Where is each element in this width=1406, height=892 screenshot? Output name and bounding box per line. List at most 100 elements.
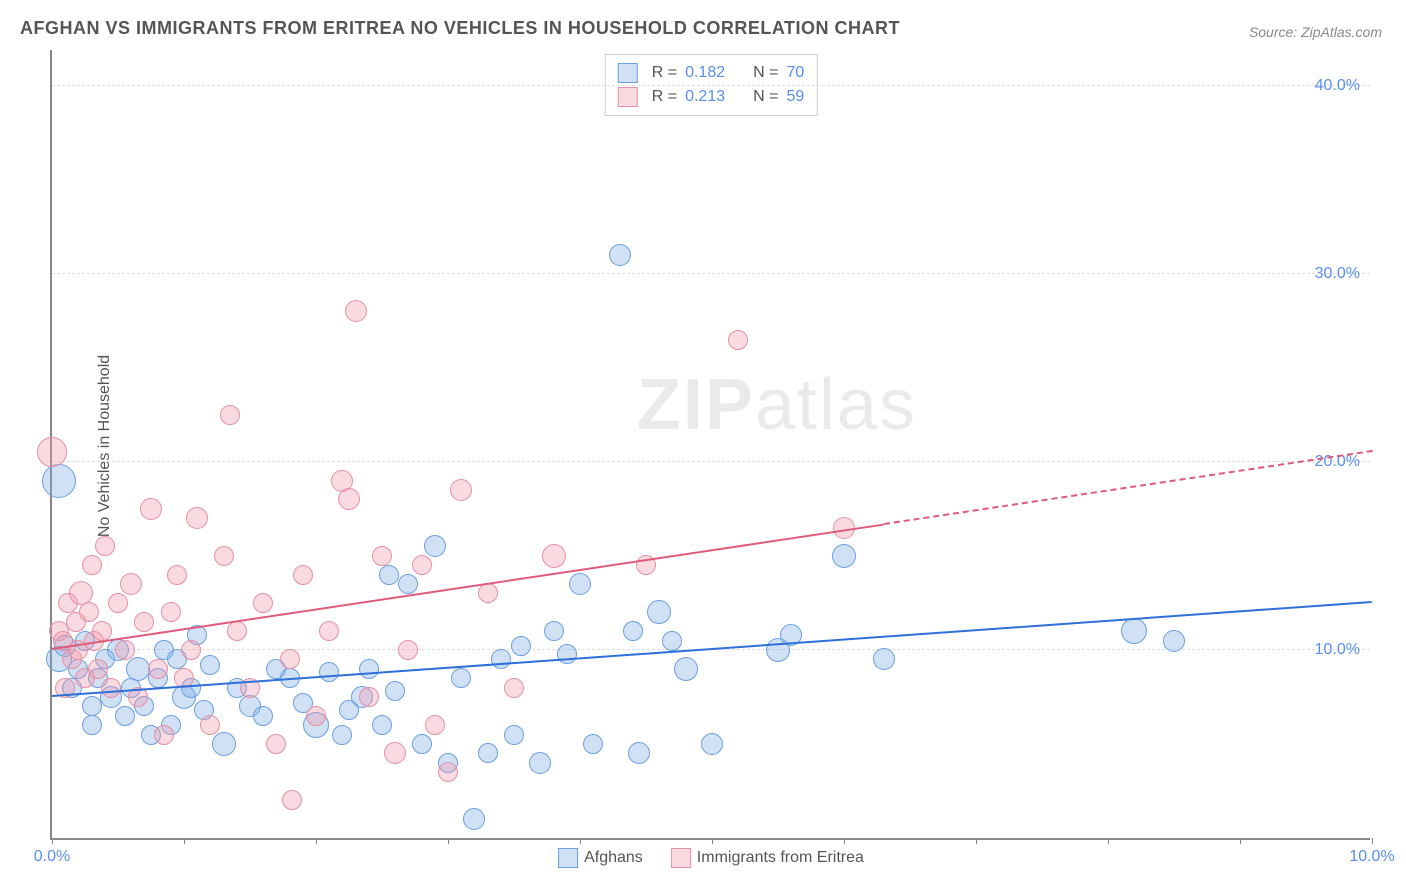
data-point <box>372 715 392 735</box>
data-point <box>873 648 895 670</box>
x-tick-label: 0.0% <box>34 848 70 866</box>
x-tick <box>448 838 449 844</box>
data-point <box>1121 618 1147 644</box>
data-point <box>398 640 418 660</box>
data-point <box>115 640 135 660</box>
data-point <box>82 715 102 735</box>
data-point <box>385 681 405 701</box>
data-point <box>319 621 339 641</box>
data-point <box>154 725 174 745</box>
data-point <box>544 621 564 641</box>
data-point <box>200 715 220 735</box>
x-tick <box>52 838 53 844</box>
data-point <box>504 678 524 698</box>
chart-title: AFGHAN VS IMMIGRANTS FROM ERITREA NO VEH… <box>20 18 900 39</box>
data-point <box>412 734 432 754</box>
data-point <box>542 544 566 568</box>
data-point <box>450 479 472 501</box>
data-point <box>319 662 339 682</box>
x-tick-label: 10.0% <box>1349 848 1394 866</box>
data-point <box>623 621 643 641</box>
data-point <box>662 631 682 651</box>
data-point <box>266 734 286 754</box>
legend-r-value: 0.213 <box>685 88 725 106</box>
data-point <box>92 621 112 641</box>
legend-row: R =0.182N =70 <box>618 61 805 85</box>
data-point <box>628 742 650 764</box>
data-point <box>504 725 524 745</box>
data-point <box>101 678 121 698</box>
x-tick <box>1372 838 1373 844</box>
legend-n-value: 59 <box>786 88 804 106</box>
legend-n-value: 70 <box>786 64 804 82</box>
data-point <box>293 565 313 585</box>
data-point <box>438 762 458 782</box>
legend-n-label: N = <box>753 88 778 106</box>
data-point <box>338 488 360 510</box>
y-tick-label: 40.0% <box>1315 77 1360 95</box>
data-point <box>140 498 162 520</box>
legend-swatch <box>558 848 578 868</box>
data-point <box>478 743 498 763</box>
data-point <box>95 536 115 556</box>
data-point <box>478 583 498 603</box>
x-tick <box>184 838 185 844</box>
data-point <box>79 602 99 622</box>
data-point <box>491 649 511 669</box>
x-tick <box>580 838 581 844</box>
x-tick <box>1240 838 1241 844</box>
data-point <box>511 636 531 656</box>
data-point <box>115 706 135 726</box>
data-point <box>359 659 379 679</box>
data-point <box>167 565 187 585</box>
gridline <box>52 273 1370 274</box>
data-point <box>181 640 201 660</box>
legend-r-value: 0.182 <box>685 64 725 82</box>
trend-line <box>52 523 884 649</box>
data-point <box>306 706 326 726</box>
data-point <box>134 612 154 632</box>
scatter-plot-area: ZIPatlas R =0.182N =70R =0.213N =59 Afgh… <box>50 50 1370 840</box>
legend-item: Afghans <box>558 848 643 868</box>
data-point <box>214 546 234 566</box>
data-point <box>120 573 142 595</box>
data-point <box>212 732 236 756</box>
data-point <box>1163 630 1185 652</box>
data-point <box>412 555 432 575</box>
data-point <box>359 687 379 707</box>
data-point <box>42 464 76 498</box>
data-point <box>186 507 208 529</box>
data-point <box>345 300 367 322</box>
legend-swatch <box>618 87 638 107</box>
data-point <box>253 593 273 613</box>
data-point <box>609 244 631 266</box>
legend-r-label: R = <box>652 64 677 82</box>
gridline <box>52 461 1370 462</box>
data-point <box>282 790 302 810</box>
data-point <box>647 600 671 624</box>
source-attribution: Source: ZipAtlas.com <box>1249 24 1382 40</box>
data-point <box>253 706 273 726</box>
watermark: ZIPatlas <box>637 364 917 446</box>
data-point <box>424 535 446 557</box>
legend-r-label: R = <box>652 88 677 106</box>
data-point <box>569 573 591 595</box>
data-point <box>674 657 698 681</box>
data-point <box>379 565 399 585</box>
x-tick <box>1108 838 1109 844</box>
x-tick <box>976 838 977 844</box>
legend-series-name: Immigrants from Eritrea <box>697 849 864 866</box>
x-tick <box>844 838 845 844</box>
data-point <box>728 330 748 350</box>
data-point <box>88 659 108 679</box>
data-point <box>529 752 551 774</box>
x-tick <box>316 838 317 844</box>
y-tick-label: 10.0% <box>1315 641 1360 659</box>
data-point <box>463 808 485 830</box>
data-point <box>384 742 406 764</box>
data-point <box>220 405 240 425</box>
data-point <box>37 437 67 467</box>
data-point <box>126 657 150 681</box>
legend-swatch <box>671 848 691 868</box>
data-point <box>82 555 102 575</box>
